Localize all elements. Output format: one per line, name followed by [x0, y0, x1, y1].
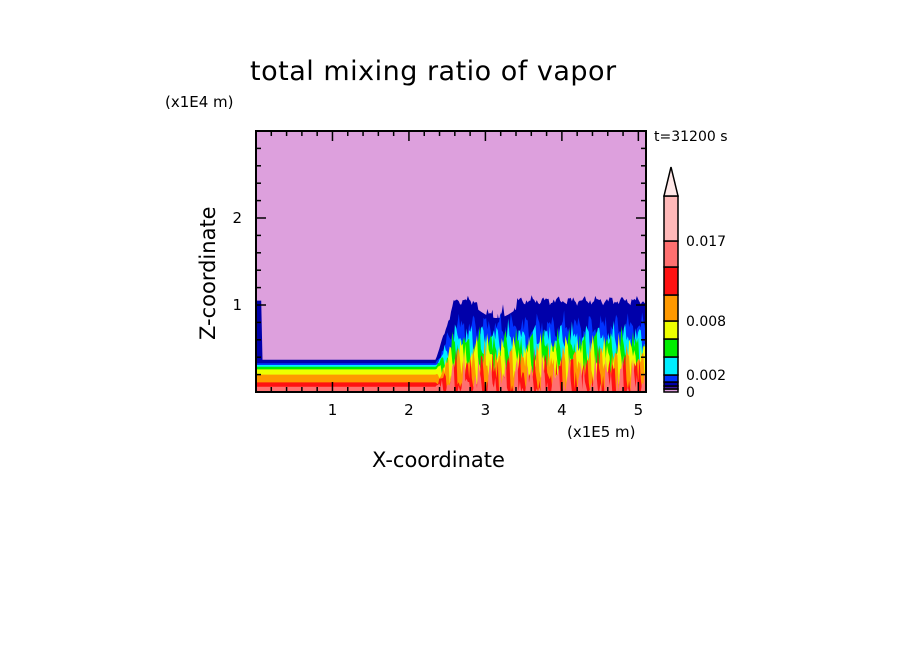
colorbar-segment	[663, 338, 679, 358]
colorbar-tick-label: 0	[686, 385, 695, 401]
colorbar-tick-label: 0.002	[686, 368, 726, 384]
time-label: t=31200 s	[654, 129, 728, 145]
x-tick-label: 2	[404, 401, 414, 419]
colorbar-segment	[663, 195, 679, 242]
colorbar-segment	[663, 374, 679, 383]
y-tick-label: 2	[232, 209, 242, 227]
x-tick-label: 3	[481, 401, 491, 419]
chart-title: total mixing ratio of vapor	[250, 56, 617, 87]
colorbar-segment	[663, 320, 679, 340]
x-tick-label: 4	[557, 401, 567, 419]
z-unit-label: (x1E4 m)	[165, 93, 234, 111]
x-axis-label: X-coordinate	[372, 448, 505, 472]
contour-band	[256, 352, 646, 392]
plot-frame	[255, 130, 647, 393]
colorbar-segment	[663, 240, 679, 268]
contour-band	[256, 344, 646, 392]
colorbar-segment	[663, 294, 679, 322]
y-tick-label: 1	[232, 296, 242, 314]
colorbar-tick-label: 0.008	[686, 314, 726, 330]
colorbar-tick-label: 0.017	[686, 234, 726, 250]
x-tick-label: 5	[634, 401, 644, 419]
colorbar-segment	[663, 356, 679, 376]
x-tick-label: 1	[328, 401, 338, 419]
colorbar-extend-triangle	[663, 166, 679, 197]
x-unit-label: (x1E5 m)	[567, 423, 636, 441]
colorbar-segment	[663, 266, 679, 296]
